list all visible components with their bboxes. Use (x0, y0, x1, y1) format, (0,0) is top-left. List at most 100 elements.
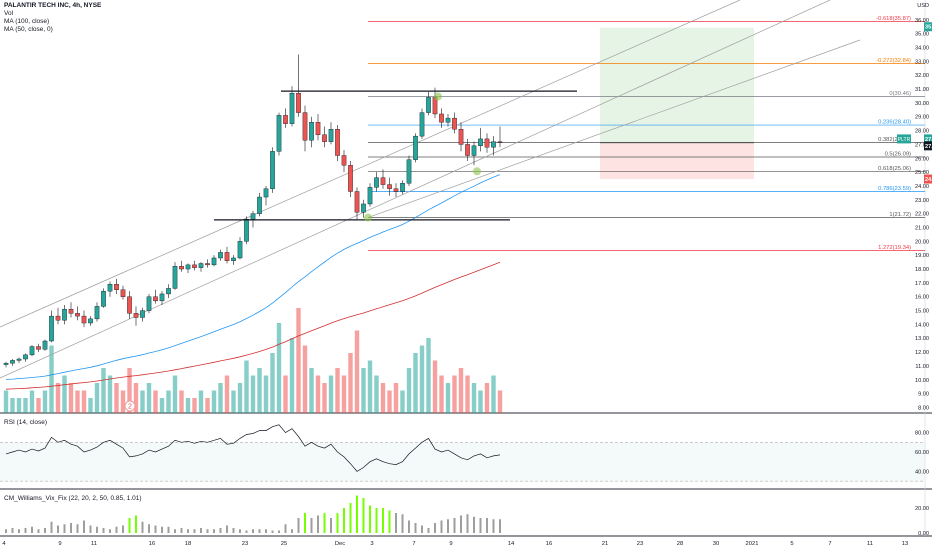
candle-body (224, 252, 230, 261)
vix-bar (479, 518, 482, 533)
volume-bar (439, 375, 444, 413)
vix-bar (427, 528, 430, 533)
candle-body (94, 306, 100, 320)
candle-body (341, 155, 347, 166)
vol-legend[interactable]: Vol (4, 10, 14, 17)
price-tick: 36.00 (915, 18, 929, 24)
vix-bar (70, 523, 72, 533)
candle-body (198, 263, 204, 268)
candle-body (322, 134, 327, 142)
volume-bar (36, 398, 41, 413)
candle-body (315, 122, 321, 135)
volume-bar (185, 398, 191, 413)
volume-bar (94, 383, 100, 413)
price-tick: 19.00 (915, 253, 929, 259)
trade-box (600, 27, 754, 180)
volume-bar (263, 375, 269, 413)
volume-bar (458, 368, 464, 413)
target-badge: 35.43 (925, 25, 932, 31)
touch-point-marker (473, 167, 481, 176)
vix-bar (414, 523, 417, 533)
vix-pane: 20.00 0.00 (5, 495, 929, 537)
volume-bar (270, 353, 275, 413)
channel-lower-line (0, 0, 831, 379)
volume-bar (452, 375, 457, 413)
vix-bar (492, 519, 495, 533)
channel-inner-line (367, 39, 861, 218)
vix-bar (466, 514, 469, 533)
volume-bar (471, 383, 477, 413)
vix-tick: 20.00 (915, 506, 929, 512)
volume-bar (101, 368, 106, 413)
time-tick: 28 (677, 541, 683, 547)
symbol-legend[interactable]: PALANTIR TECH INC, 4h, NYSE (4, 2, 102, 9)
volume-layer: 2 (3, 308, 503, 413)
volume-bar (127, 368, 132, 413)
price-tick: 35.00 (915, 32, 929, 38)
vix-bar (317, 515, 319, 533)
rsi-band (0, 442, 925, 482)
price-tick: 20.00 (915, 239, 929, 245)
candle-body (133, 313, 139, 318)
vix-bar (89, 525, 92, 533)
vix-bar (5, 529, 7, 533)
time-tick: 2021 (746, 541, 759, 547)
candle-body (205, 263, 210, 266)
volume-bar (120, 390, 126, 413)
candle-body (478, 138, 483, 147)
candle-body (406, 159, 412, 184)
vix-bar (252, 529, 254, 533)
channel-upper-line (0, 0, 741, 328)
volume-bar (81, 390, 87, 413)
candle-body (172, 266, 178, 289)
time-tick: 11 (867, 541, 873, 547)
candle-body (42, 340, 48, 350)
channel-lines (0, 0, 861, 379)
volume-bar (419, 345, 425, 413)
price-tick: 15.00 (915, 309, 929, 315)
candle-body (465, 144, 470, 156)
vix-bar (226, 525, 228, 533)
ma50-legend[interactable]: MA (50, close, 0) (4, 26, 53, 33)
price-tick: 31.00 (915, 87, 929, 93)
vix-bar (206, 529, 209, 533)
volume-bar (166, 390, 171, 413)
rsi-tick: 60.00 (915, 450, 929, 456)
volume-bar (237, 383, 243, 413)
vix-legend[interactable]: CM_Williams_Vix_Fix (22, 20, 2, 50, 0.85… (4, 495, 142, 502)
vix-bar (193, 529, 196, 533)
vix-bar (486, 518, 488, 533)
candle-body (328, 129, 334, 142)
volume-bar (3, 390, 9, 413)
touch-point-marker (434, 92, 442, 101)
ma100-line (5, 261, 501, 390)
candle-body (348, 165, 353, 192)
stop-badge: 24.50 (925, 177, 932, 183)
vix-bar (200, 528, 202, 533)
price-axis: 36.00 35.00 34.00 33.00 32.00 31.00 30.00 29.00… (897, 3, 932, 411)
candle-body (10, 360, 15, 364)
vix-bar (174, 529, 176, 533)
volume-bar (88, 398, 93, 413)
price-tick: 32.00 (915, 73, 929, 79)
rsi-tick: 80.00 (915, 431, 929, 437)
ma100-legend[interactable]: MA (100, close) (4, 18, 50, 25)
volume-bar (29, 390, 35, 413)
volume-bar (432, 360, 438, 413)
time-tick: 30 (713, 541, 719, 547)
vix-bar (187, 529, 189, 533)
rsi-legend[interactable]: RSI (14, close) (4, 419, 47, 426)
candle-body (400, 182, 405, 192)
vix-bar (395, 513, 397, 533)
vix-bar (141, 521, 144, 533)
volume-bar (465, 375, 470, 413)
ticker-badge: PLTR (898, 137, 911, 143)
candle-body (367, 187, 373, 205)
volume-bar (231, 390, 236, 413)
trade-stop-zone (600, 142, 754, 180)
candle-body (55, 315, 61, 321)
moving-averages (5, 174, 501, 390)
vix-bar (401, 514, 404, 533)
candle-body (244, 218, 249, 242)
